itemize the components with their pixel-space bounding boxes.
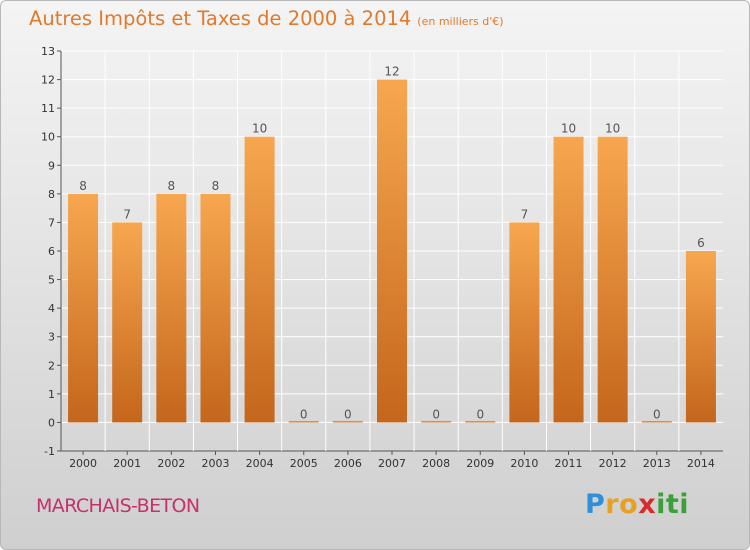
- x-tick-label: 2012: [599, 457, 627, 470]
- x-tick-label: 2008: [422, 457, 450, 470]
- y-tick-label: 2: [48, 359, 55, 372]
- y-tick-label: 3: [48, 331, 55, 344]
- bar: [509, 222, 540, 423]
- bar-value-label: 12: [384, 65, 399, 79]
- x-tick-label: 2011: [555, 457, 583, 470]
- bar: [244, 136, 275, 423]
- y-tick-label: 11: [41, 102, 55, 115]
- x-tick-label: 2009: [466, 457, 494, 470]
- bar-value-label: 0: [476, 407, 484, 421]
- y-tick-label: 7: [48, 216, 55, 229]
- bar-value-label: 0: [300, 407, 308, 421]
- logo-letter: i: [679, 489, 690, 520]
- logo-letter: i: [656, 489, 666, 520]
- bar: [685, 251, 716, 423]
- bar: [465, 420, 496, 423]
- bar: [68, 193, 99, 423]
- y-tick-label: 8: [48, 188, 55, 201]
- y-tick-label: 12: [41, 74, 55, 87]
- logo-letter: r: [605, 489, 620, 520]
- y-tick-label: 1: [48, 388, 55, 401]
- bar: [553, 136, 584, 423]
- x-tick-label: 2004: [246, 457, 274, 470]
- bar: [641, 420, 672, 423]
- bar: [421, 420, 452, 423]
- commune-name: MARCHAIS-BETON: [36, 495, 200, 517]
- x-tick-label: 2014: [687, 457, 715, 470]
- x-tick-label: 2010: [510, 457, 538, 470]
- bar: [377, 79, 407, 423]
- logo-letter: t: [665, 489, 680, 520]
- x-tick-label: 2000: [69, 457, 97, 470]
- y-tick-label: 0: [48, 416, 55, 429]
- x-tick-label: 2013: [643, 457, 671, 470]
- x-tick-label: 2006: [334, 457, 362, 470]
- chart-subtitle: (en milliers d'€): [417, 15, 504, 28]
- x-tick-label: 2005: [290, 457, 318, 470]
- bar-value-label: 7: [123, 207, 131, 221]
- bar: [156, 193, 187, 423]
- y-tick-label: 5: [48, 274, 55, 287]
- bar: [597, 136, 628, 423]
- bar: [112, 222, 143, 423]
- bar-value-label: 0: [653, 407, 661, 421]
- x-tick-label: 2003: [201, 457, 229, 470]
- x-tick-label: 2007: [378, 457, 406, 470]
- bar-value-label: 0: [344, 407, 352, 421]
- bar-value-label: 10: [252, 122, 267, 136]
- y-tick-label: 4: [48, 302, 55, 315]
- logo-letter: o: [619, 489, 639, 520]
- bar-value-label: 8: [212, 179, 220, 193]
- y-tick-label: 10: [41, 131, 55, 144]
- logo-letter: x: [638, 489, 657, 520]
- bar: [332, 420, 363, 423]
- bar-value-label: 8: [168, 179, 176, 193]
- y-tick-label: 9: [48, 159, 55, 172]
- proxiti-logo: Proxiti: [585, 489, 689, 520]
- chart-title-text: Autres Impôts et Taxes de 2000 à 2014: [29, 7, 412, 30]
- bar: [288, 420, 319, 423]
- bar-value-label: 7: [521, 207, 529, 221]
- bar-value-label: 10: [605, 122, 620, 136]
- bar-value-label: 10: [561, 122, 576, 136]
- y-tick-label: 13: [41, 45, 55, 58]
- y-tick-label: 6: [48, 245, 55, 258]
- x-tick-label: 2002: [157, 457, 185, 470]
- chart-title: Autres Impôts et Taxes de 2000 à 2014 (en…: [29, 7, 504, 30]
- logo-letter: P: [585, 489, 606, 520]
- bar: [200, 193, 231, 423]
- y-tick-label: -1: [44, 445, 55, 458]
- bar-value-label: 6: [697, 236, 705, 250]
- bar-value-label: 8: [79, 179, 87, 193]
- x-tick-label: 2001: [113, 457, 141, 470]
- bar-value-label: 0: [432, 407, 440, 421]
